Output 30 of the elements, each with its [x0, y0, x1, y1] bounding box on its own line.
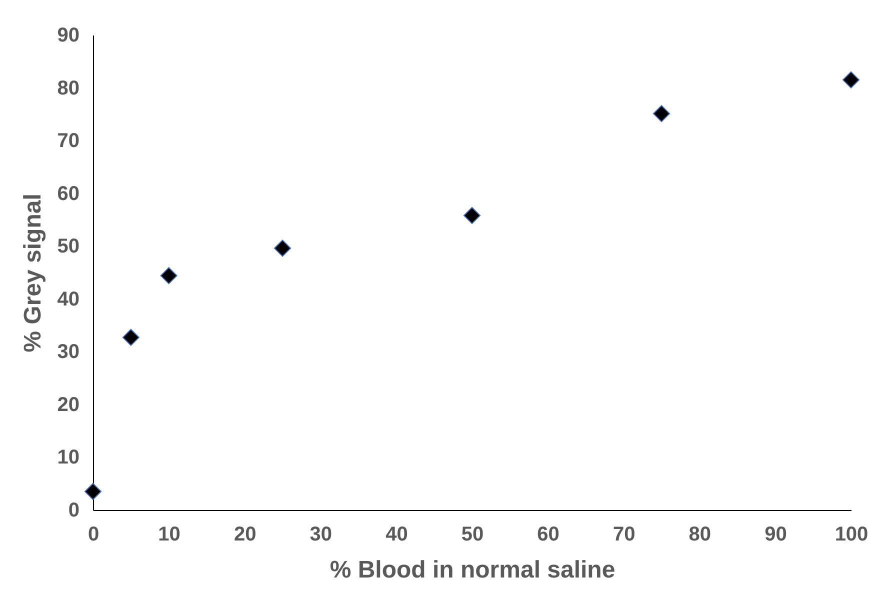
y-tick-label: 20	[57, 394, 80, 416]
y-axis-title: % Grey signal	[19, 194, 46, 352]
x-tick-label: 10	[158, 524, 180, 546]
x-tick-label: 30	[310, 524, 332, 546]
y-tick-label: 90	[57, 24, 80, 46]
x-tick-label: 20	[234, 524, 256, 546]
point	[160, 267, 178, 284]
x-tick-label: 90	[764, 524, 787, 546]
y-tick-label: 0	[68, 500, 80, 522]
x-axis-title: % Blood in normal saline	[330, 556, 616, 584]
x-tick-label: 100	[834, 524, 868, 546]
point	[274, 240, 292, 257]
point	[84, 482, 102, 500]
y-tick-label: 60	[57, 182, 80, 205]
point	[842, 71, 860, 88]
y-tick-label: 80	[57, 77, 80, 100]
x-tick-label: 80	[688, 524, 712, 546]
y-tick-label: 10	[57, 446, 80, 469]
x-tick-label: 60	[537, 524, 560, 546]
point	[463, 206, 481, 224]
y-tick-label: 30	[57, 341, 80, 364]
point	[122, 328, 140, 346]
x-tick-label: 40	[386, 524, 408, 546]
point	[652, 105, 670, 122]
y-tick-label: 50	[57, 236, 80, 258]
y-tick-label: 40	[57, 288, 80, 310]
x-tick-label: 50	[461, 524, 484, 546]
x-tick-label: 0	[88, 524, 100, 546]
x-tick-label: 70	[612, 524, 636, 546]
y-tick-label: 70	[57, 130, 80, 152]
